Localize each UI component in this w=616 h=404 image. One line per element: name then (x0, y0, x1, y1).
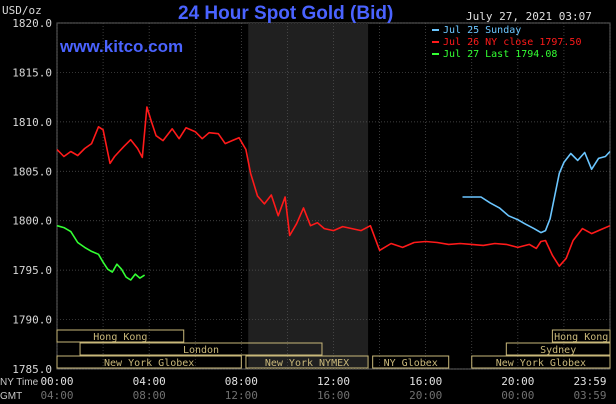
y-tick-label: 1795.0 (12, 264, 52, 277)
x-tick-label-ny: 04:00 (133, 375, 166, 388)
y-tick-label: 1805.0 (12, 165, 52, 178)
y-tick-label: 1820.0 (12, 17, 52, 30)
date-stamp: July 27, 2021 03:07 (466, 10, 592, 23)
chart-title: 24 Hour Spot Gold (Bid) (178, 3, 393, 24)
x-tick-label-gmt: 12:00 (225, 389, 258, 402)
market-session-box (56, 329, 185, 343)
x-tick-label-ny: 23:59 (573, 375, 606, 388)
price-series (56, 106, 611, 281)
x-axis-ticks: 00:0004:0004:0008:0008:0012:0012:0016:00… (40, 375, 606, 402)
market-session-label: Hong Kong (93, 332, 147, 343)
market-session-box (245, 355, 369, 369)
x-tick-label-gmt: 04:00 (40, 389, 73, 402)
market-session-label: New York NYMEX (265, 358, 349, 369)
x-tick-label-gmt: 03:59 (573, 389, 606, 402)
y-axis-ticks: 1820.0 1815.0 1810.0 1805.0 1800.0 1795.0 1790… (12, 17, 52, 376)
legend-entry: Jul 26 NY close 1797.50 (443, 37, 581, 48)
ny-session-shade (248, 23, 369, 369)
x-tick-label-ny: 08:00 (225, 375, 258, 388)
market-session-box (505, 342, 611, 356)
x-tick-label-ny: 00:00 (40, 375, 73, 388)
grid-lines (56, 22, 611, 370)
market-session-label: NY Globex (384, 358, 438, 369)
website-watermark: www.kitco.com (59, 37, 183, 56)
market-session-box (551, 329, 611, 343)
market-session-label: London (183, 345, 219, 356)
legend-entry: Jul 27 Last 1794.08 (443, 49, 557, 60)
market-session-label: Sydney (540, 345, 576, 356)
market-session-box (372, 355, 450, 369)
x-tick-label-gmt: 08:00 (133, 389, 166, 402)
y-tick-label: 1800.0 (12, 215, 52, 228)
x-tick-label-gmt: 20:00 (409, 389, 442, 402)
market-session-label: New York Globex (496, 358, 586, 369)
series-line (56, 106, 611, 268)
x-tick-label-ny: 16:00 (409, 375, 442, 388)
market-session-box (471, 355, 611, 369)
x-tick-label-ny: 20:00 (501, 375, 534, 388)
units-label: USD/oz (2, 4, 42, 17)
series-line (462, 150, 611, 234)
x-tick-label-gmt: 16:00 (317, 389, 350, 402)
series-line (56, 224, 146, 281)
y-tick-label: 1815.0 (12, 66, 52, 79)
market-session-bars: Hong Kong Hong Kong London Sydney New York G… (56, 329, 611, 369)
y-tick-label: 1810.0 (12, 116, 52, 129)
ny-time-label: NY Time (0, 377, 39, 388)
market-session-box (79, 342, 323, 356)
x-tick-label-ny: 12:00 (317, 375, 350, 388)
y-tick-label: 1790.0 (12, 314, 52, 327)
market-session-label: Hong Kong (554, 332, 608, 343)
x-tick-label-gmt: 00:00 (501, 389, 534, 402)
market-session-label: New York Globex (104, 358, 194, 369)
legend-entry: Jul 25 Sunday (443, 25, 521, 36)
y-tick-label: 1785.0 (12, 363, 52, 376)
market-session-box (56, 355, 242, 369)
gmt-label: GMT (0, 391, 22, 402)
